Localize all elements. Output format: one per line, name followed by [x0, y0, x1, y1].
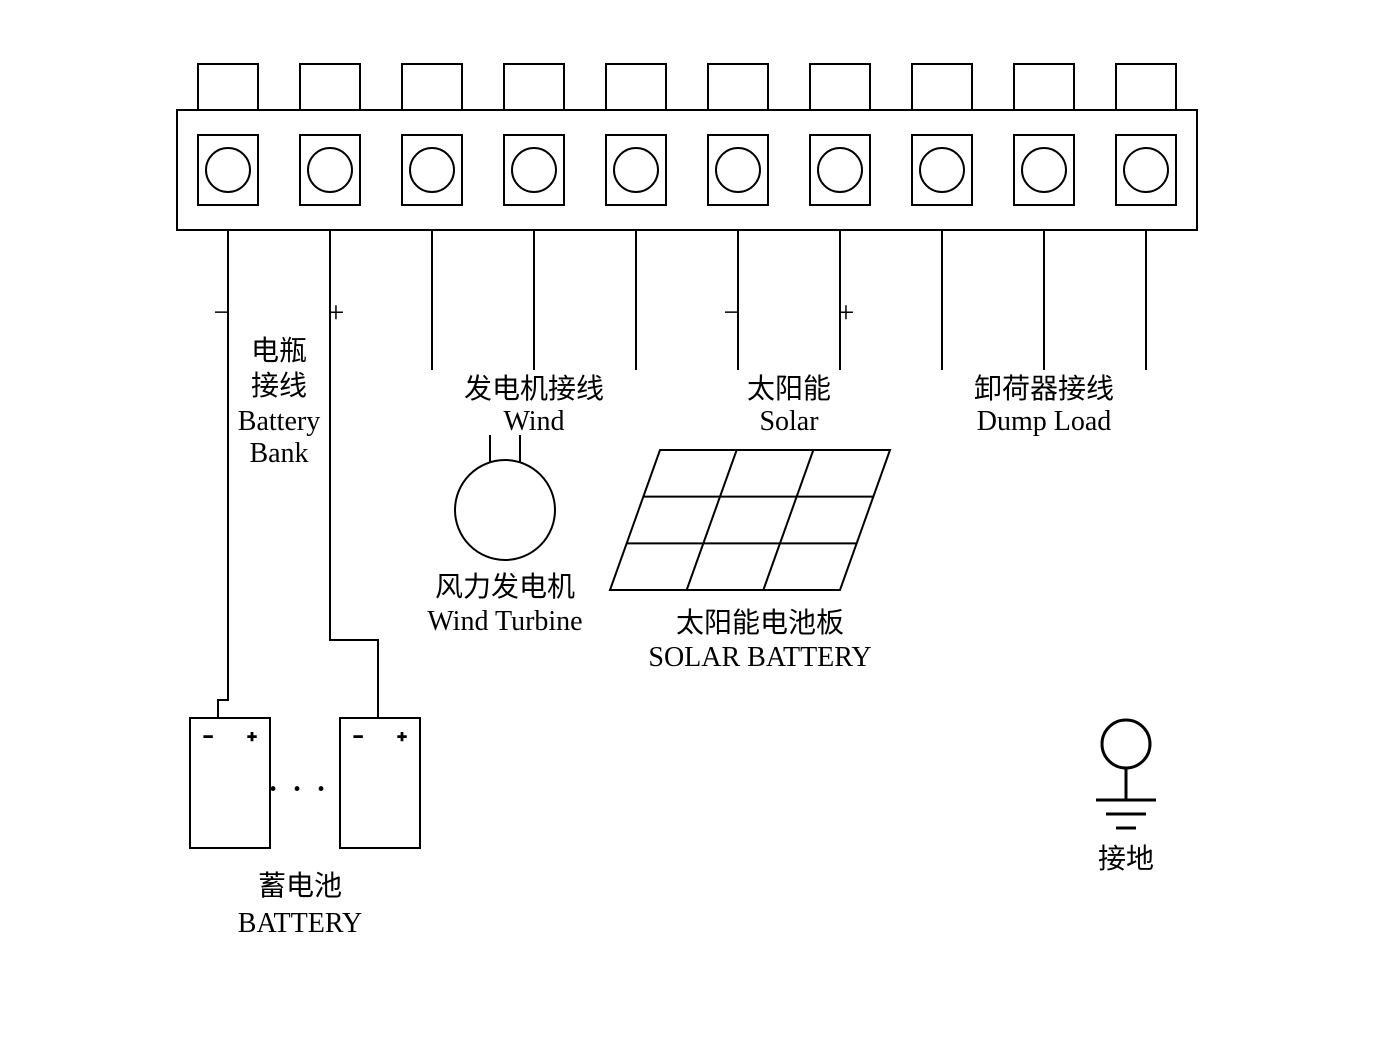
- terminal-screw-icon: [1022, 148, 1066, 192]
- plus-sign: +: [247, 729, 256, 746]
- battery-icon: [190, 718, 270, 848]
- battery-icons: − + − + . . .: [190, 640, 420, 848]
- wind-turbine-icon: [455, 460, 555, 560]
- solar-grid-line: [687, 450, 737, 590]
- terminal-tab: [912, 64, 972, 110]
- terminal-tab: [810, 64, 870, 110]
- battery-icon: [340, 718, 420, 848]
- minus-sign: −: [203, 729, 212, 746]
- battery-label-zh: 蓄电池: [258, 870, 342, 902]
- solar-panel-label-en: SOLAR BATTERY: [648, 642, 871, 673]
- ground-icon: [1096, 720, 1156, 828]
- dump-label-zh: 卸荷器接线: [974, 373, 1114, 405]
- plus-sign: +: [397, 729, 406, 746]
- terminal-screw-icon: [1124, 148, 1168, 192]
- terminal-screw-icon: [512, 148, 556, 192]
- ellipsis-icon: . . .: [270, 770, 330, 796]
- terminal-screw-icon: [410, 148, 454, 192]
- battery-bank-label-zh: 电瓶: [251, 335, 307, 367]
- terminal-screw-icon: [206, 148, 250, 192]
- terminal-screw-icon: [614, 148, 658, 192]
- terminal-screw-icon: [920, 148, 964, 192]
- terminal-tab: [198, 64, 258, 110]
- ground-label-zh: 接地: [1098, 843, 1154, 875]
- wind-label-en: Wind: [503, 406, 564, 437]
- wind-turbine-label-zh: 风力发电机: [435, 571, 575, 603]
- wind-label-zh: 发电机接线: [464, 373, 604, 405]
- terminal-tab: [504, 64, 564, 110]
- terminal-block-slots: [198, 64, 1176, 205]
- terminal-block-body: [177, 110, 1197, 230]
- battery-bank-label-zh: 接线: [251, 370, 307, 402]
- battery-bank-label-en: Bank: [249, 438, 308, 469]
- terminal-tab: [300, 64, 360, 110]
- wind-turbine-label-en: Wind Turbine: [427, 606, 582, 637]
- solar-label-en: Solar: [759, 406, 819, 437]
- terminal-tab: [402, 64, 462, 110]
- solar-panel-icon: [610, 450, 890, 590]
- minus-sign: −: [724, 296, 741, 329]
- terminal-tab: [606, 64, 666, 110]
- terminal-tab: [1116, 64, 1176, 110]
- dump-label-en: Dump Load: [977, 406, 1112, 437]
- plus-sign: +: [328, 296, 345, 329]
- solar-panel-label-zh: 太阳能电池板: [676, 607, 844, 639]
- plus-sign: +: [838, 296, 855, 329]
- terminal-screw-icon: [818, 148, 862, 192]
- terminal-screw-icon: [308, 148, 352, 192]
- wiring-diagram: − + − + 电瓶接线 BatteryBank 发电机接线Wind 太阳能Solar 卸荷器…: [0, 0, 1376, 1058]
- battery-label-en: BATTERY: [238, 908, 362, 939]
- minus-sign: −: [214, 296, 231, 329]
- terminal-screw-icon: [716, 148, 760, 192]
- solar-panel-outline: [610, 450, 890, 590]
- terminal-tab: [708, 64, 768, 110]
- solar-grid-line: [763, 450, 813, 590]
- solar-label-zh: 太阳能: [747, 373, 831, 405]
- battery-bank-label-en: Battery: [238, 406, 320, 437]
- terminal-tab: [1014, 64, 1074, 110]
- minus-sign: −: [353, 729, 362, 746]
